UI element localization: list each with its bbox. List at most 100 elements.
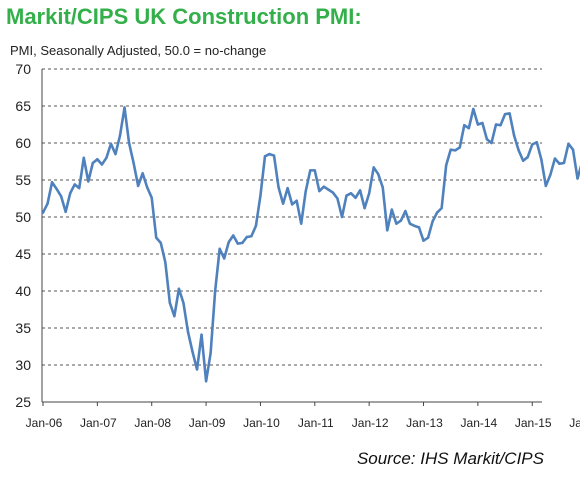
data-point (313, 169, 316, 172)
data-point (426, 236, 430, 239)
y-tick-label: 30 (15, 357, 31, 373)
x-tick-label: Jan-11 (298, 416, 334, 430)
data-point (46, 202, 49, 205)
data-point (531, 143, 534, 146)
x-tick-label: Jan-14 (461, 416, 498, 430)
data-point (404, 209, 407, 213)
data-point (363, 206, 366, 210)
y-tick-label: 70 (15, 61, 31, 77)
data-point (476, 123, 480, 126)
data-point (55, 187, 58, 191)
y-tick-label: 60 (15, 135, 31, 151)
data-point (73, 183, 76, 186)
data-point (340, 215, 344, 219)
data-point (200, 333, 203, 336)
data-point (367, 192, 371, 195)
data-point (223, 257, 226, 260)
data-point (395, 222, 398, 225)
data-point (345, 194, 348, 197)
data-point (322, 185, 326, 188)
data-point (349, 192, 353, 195)
data-point (145, 186, 149, 189)
y-tick-label: 40 (15, 283, 31, 299)
data-point (268, 152, 271, 156)
data-point (100, 163, 104, 166)
pmi-series-line (41, 106, 580, 383)
chart-subtitle: PMI, Seasonally Adjusted, 50.0 = no-chan… (10, 43, 267, 58)
data-point (250, 235, 253, 238)
data-point (467, 127, 471, 130)
y-tick-labels: 25 30 35 40 45 50 55 60 65 70 (15, 61, 31, 410)
data-point (526, 155, 529, 159)
data-point (259, 194, 262, 197)
x-tick-label: Jan-08 (134, 416, 171, 430)
data-point (290, 203, 294, 206)
y-tick-label: 45 (15, 246, 31, 262)
data-point (114, 152, 117, 156)
data-point (59, 195, 63, 198)
data-point (458, 146, 461, 149)
data-point (164, 260, 167, 264)
data-point (331, 191, 335, 194)
data-point (213, 289, 217, 293)
data-point (472, 107, 475, 111)
data-point (549, 173, 552, 177)
data-point (399, 219, 403, 222)
data-point (377, 172, 380, 176)
data-point (295, 199, 298, 202)
data-point (435, 211, 439, 214)
data-point (517, 149, 520, 152)
data-point (571, 148, 575, 151)
data-point (118, 134, 122, 137)
data-point (336, 197, 339, 200)
data-point (123, 106, 126, 109)
x-tick-label: Jan-13 (406, 416, 443, 430)
data-point (50, 181, 54, 184)
data-point (232, 234, 235, 237)
data-point (544, 184, 548, 188)
y-tick-label: 35 (15, 320, 31, 336)
data-point (96, 158, 99, 161)
data-point (309, 169, 312, 172)
y-tick-label: 65 (15, 98, 31, 114)
data-point (444, 164, 448, 167)
x-tick-label: Jan-15 (515, 416, 552, 430)
data-point (254, 224, 258, 228)
data-point (535, 141, 538, 144)
data-point (195, 368, 199, 371)
data-point (512, 134, 516, 137)
x-tick-label: Jan-16 (569, 416, 580, 430)
data-points (41, 106, 579, 383)
data-point (177, 287, 181, 290)
data-point (227, 240, 230, 244)
data-point (449, 148, 452, 151)
data-point (272, 154, 276, 157)
data-point (540, 158, 543, 161)
data-point (182, 301, 185, 305)
y-tick-label: 25 (15, 394, 31, 410)
data-point (87, 180, 90, 183)
data-point (463, 124, 466, 127)
data-point (327, 188, 330, 191)
data-point (508, 112, 511, 115)
data-point (191, 350, 194, 353)
y-tick-label: 50 (15, 209, 31, 225)
data-point (372, 166, 375, 169)
data-point (241, 241, 244, 245)
data-point (413, 224, 416, 228)
data-point (204, 380, 208, 383)
data-point (218, 247, 221, 251)
data-point (78, 186, 81, 190)
data-point (553, 157, 557, 160)
data-point (127, 141, 131, 145)
data-point (494, 123, 498, 126)
data-point (558, 162, 561, 165)
data-point (41, 211, 45, 214)
x-tick-label: Jan-07 (80, 416, 117, 430)
data-point (186, 330, 190, 333)
data-point (82, 156, 85, 159)
y-tick-label: 55 (15, 172, 31, 188)
data-point (490, 141, 493, 145)
gridlines (42, 68, 542, 366)
